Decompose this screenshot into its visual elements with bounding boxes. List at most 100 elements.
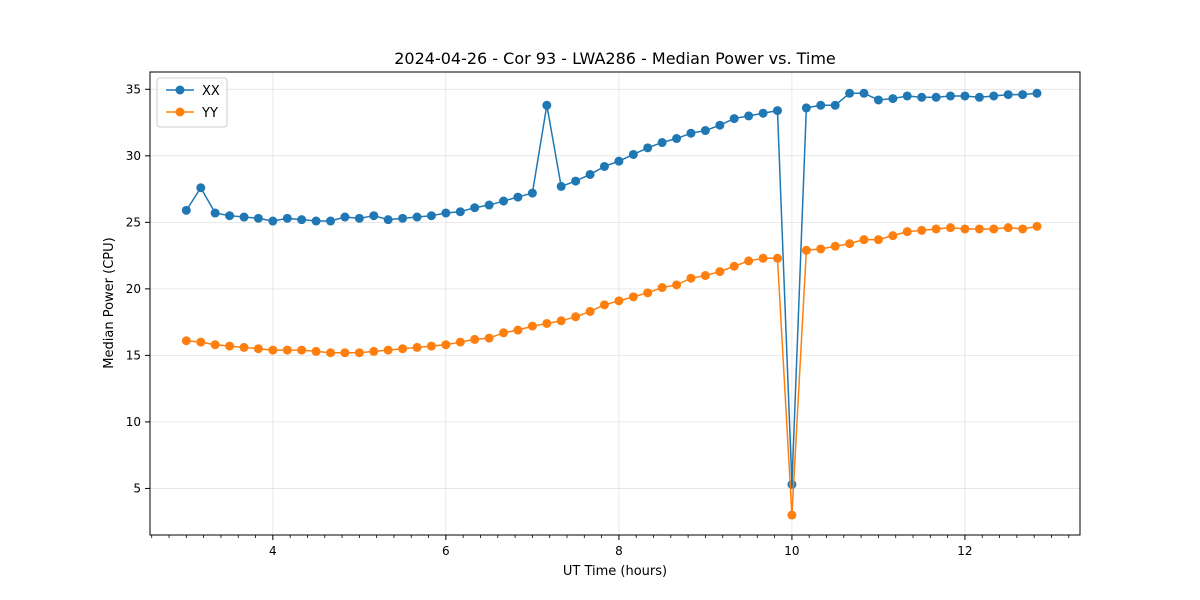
data-point-yy bbox=[556, 316, 566, 326]
data-point-yy bbox=[816, 244, 826, 254]
legend: XX YY bbox=[156, 77, 228, 128]
legend-label-xx: XX bbox=[202, 84, 220, 99]
data-point-yy bbox=[268, 345, 278, 355]
x-tick-label: 4 bbox=[269, 544, 277, 558]
data-point-xx bbox=[1032, 88, 1042, 98]
data-point-xx bbox=[455, 207, 465, 217]
data-point-yy bbox=[225, 341, 235, 351]
y-tick-label: 30 bbox=[126, 149, 141, 163]
data-point-yy bbox=[1032, 221, 1042, 231]
data-point-xx bbox=[499, 196, 509, 206]
y-tick-label: 10 bbox=[126, 415, 141, 429]
data-point-xx bbox=[196, 183, 206, 193]
data-point-yy bbox=[729, 261, 739, 271]
data-point-xx bbox=[398, 213, 408, 223]
data-point-yy bbox=[1003, 223, 1013, 233]
data-point-yy bbox=[210, 340, 220, 350]
data-point-yy bbox=[196, 337, 206, 347]
data-point-xx bbox=[816, 100, 826, 110]
data-point-yy bbox=[455, 337, 465, 347]
data-point-xx bbox=[542, 100, 552, 110]
data-point-xx bbox=[715, 120, 725, 130]
data-point-yy bbox=[326, 348, 336, 358]
data-point-xx bbox=[585, 169, 595, 179]
data-point-xx bbox=[729, 114, 739, 124]
data-point-xx bbox=[902, 91, 912, 101]
data-point-yy bbox=[686, 273, 696, 283]
y-axis-label: Median Power (CPU) bbox=[102, 237, 117, 368]
data-point-yy bbox=[542, 318, 552, 328]
data-point-xx bbox=[931, 92, 941, 102]
data-point-yy bbox=[758, 253, 768, 263]
data-point-yy bbox=[282, 345, 292, 355]
data-point-yy bbox=[239, 342, 249, 352]
data-point-xx bbox=[326, 216, 336, 226]
x-tick-label: 12 bbox=[957, 544, 972, 558]
data-point-xx bbox=[1018, 90, 1028, 100]
data-point-xx bbox=[383, 215, 393, 225]
data-point-yy bbox=[311, 346, 321, 356]
data-point-xx bbox=[210, 208, 220, 218]
data-point-yy bbox=[643, 288, 653, 298]
series-xx bbox=[181, 88, 1042, 489]
data-point-xx bbox=[1003, 90, 1013, 100]
data-point-yy bbox=[787, 510, 797, 520]
data-point-yy bbox=[571, 312, 581, 322]
data-point-xx bbox=[369, 211, 379, 221]
data-point-xx bbox=[845, 88, 855, 98]
data-point-xx bbox=[686, 128, 696, 138]
data-point-xx bbox=[628, 149, 638, 159]
legend-marker-yy bbox=[175, 107, 185, 117]
data-point-xx bbox=[311, 216, 321, 226]
data-point-xx bbox=[599, 161, 609, 171]
data-point-xx bbox=[268, 216, 278, 226]
data-point-yy bbox=[354, 348, 364, 358]
data-point-xx bbox=[787, 479, 797, 489]
y-tick-label: 25 bbox=[126, 215, 141, 229]
data-point-yy bbox=[412, 342, 422, 352]
data-point-yy bbox=[426, 341, 436, 351]
data-point-xx bbox=[700, 126, 710, 136]
y-tick-label: 15 bbox=[126, 348, 141, 362]
data-point-yy bbox=[657, 283, 667, 293]
data-point-yy bbox=[960, 224, 970, 234]
data-point-xx bbox=[830, 100, 840, 110]
x-tick-label: 10 bbox=[784, 544, 799, 558]
data-point-yy bbox=[297, 345, 307, 355]
data-point-xx bbox=[470, 203, 480, 213]
data-point-yy bbox=[441, 340, 451, 350]
legend-marker-xx bbox=[175, 85, 185, 95]
data-point-yy bbox=[599, 300, 609, 310]
data-point-yy bbox=[917, 225, 927, 235]
data-point-yy bbox=[801, 245, 811, 255]
data-point-yy bbox=[585, 306, 595, 316]
data-point-xx bbox=[571, 176, 581, 186]
data-point-xx bbox=[282, 213, 292, 223]
data-point-xx bbox=[225, 211, 235, 221]
data-point-yy bbox=[340, 348, 350, 358]
y-tick-label: 5 bbox=[133, 481, 141, 495]
data-point-yy bbox=[845, 239, 855, 249]
data-point-xx bbox=[340, 212, 350, 222]
data-point-yy bbox=[527, 321, 537, 331]
data-point-xx bbox=[917, 92, 927, 102]
data-point-xx bbox=[412, 212, 422, 222]
data-point-yy bbox=[945, 223, 955, 233]
data-point-xx bbox=[888, 94, 898, 104]
data-point-yy bbox=[383, 345, 393, 355]
data-point-xx bbox=[239, 212, 249, 222]
data-point-yy bbox=[830, 241, 840, 251]
data-point-xx bbox=[253, 213, 263, 223]
data-point-yy bbox=[974, 224, 984, 234]
data-point-xx bbox=[945, 91, 955, 101]
x-tick-label: 6 bbox=[442, 544, 450, 558]
chart-title: 2024-04-26 - Cor 93 - LWA286 - Median Po… bbox=[394, 49, 836, 68]
data-point-yy bbox=[513, 325, 523, 335]
data-point-xx bbox=[441, 208, 451, 218]
data-point-xx bbox=[426, 211, 436, 221]
data-point-yy bbox=[744, 256, 754, 266]
y-tick-label: 20 bbox=[126, 282, 141, 296]
data-point-xx bbox=[297, 215, 307, 225]
data-point-xx bbox=[556, 181, 566, 191]
data-point-xx bbox=[672, 134, 682, 144]
